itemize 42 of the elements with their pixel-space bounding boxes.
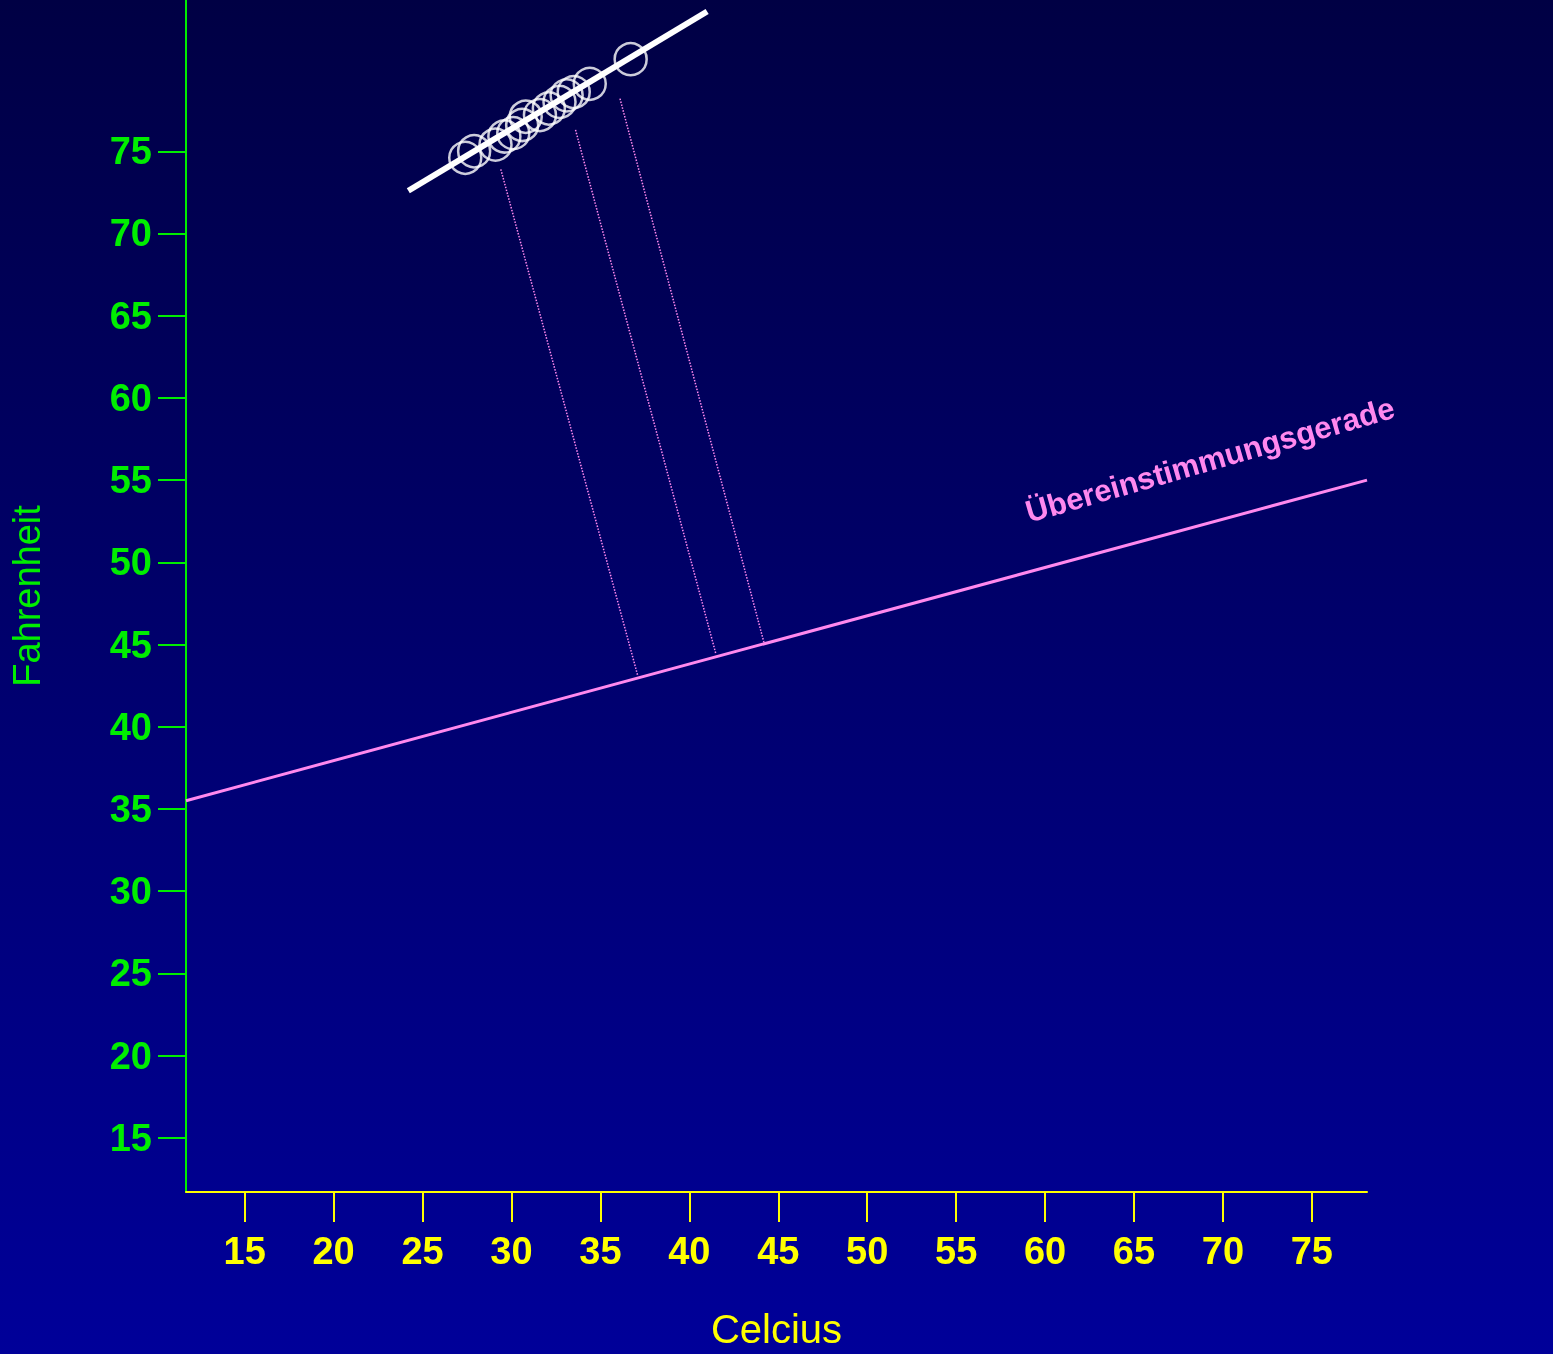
point — [522, 97, 558, 133]
point — [508, 99, 543, 134]
point — [531, 91, 567, 126]
y-tick-label: 55 — [109, 459, 152, 502]
y-tick-label: 20 — [109, 1034, 152, 1077]
point — [456, 134, 492, 169]
x-tick-label: 25 — [401, 1230, 444, 1272]
x-tick-label: 65 — [1112, 1230, 1156, 1272]
y-axis-title: Fahrenheit — [6, 504, 48, 687]
y-tick-label: 40 — [109, 705, 152, 748]
point — [478, 127, 513, 162]
point — [504, 107, 540, 143]
y-tick-label: 70 — [109, 212, 152, 255]
x-tick-label: 20 — [312, 1230, 355, 1272]
y-tick-label: 75 — [109, 130, 152, 173]
x-tick-label: 75 — [1290, 1230, 1333, 1272]
x-axis-title: Celcius — [710, 1307, 843, 1351]
point — [613, 41, 648, 77]
x-tick-label: 40 — [668, 1230, 711, 1272]
x-tick-label: 55 — [935, 1230, 978, 1272]
y-tick-label: 45 — [109, 623, 152, 666]
x-tick-label: 30 — [490, 1230, 533, 1272]
point — [448, 140, 483, 176]
x-tick-label: 50 — [846, 1230, 889, 1272]
x-tick-label: 60 — [1023, 1230, 1067, 1272]
y-tick-label: 35 — [109, 787, 152, 830]
y-tick-label: 30 — [109, 870, 152, 913]
point — [556, 74, 591, 110]
x-tick-label: 70 — [1201, 1230, 1245, 1272]
x-tick-label: 35 — [579, 1230, 622, 1272]
point — [542, 84, 577, 120]
point — [572, 66, 607, 102]
point — [487, 119, 522, 154]
x-tick-label: 45 — [757, 1230, 800, 1272]
point — [496, 115, 531, 151]
y-tick-label: 50 — [109, 541, 152, 584]
y-tick-label: 15 — [109, 1116, 152, 1159]
y-tick-label: 25 — [109, 952, 152, 995]
point — [549, 78, 584, 113]
y-tick-label: 65 — [109, 294, 152, 337]
y-tick-label: 60 — [109, 376, 152, 419]
x-tick-label: 15 — [223, 1230, 266, 1272]
